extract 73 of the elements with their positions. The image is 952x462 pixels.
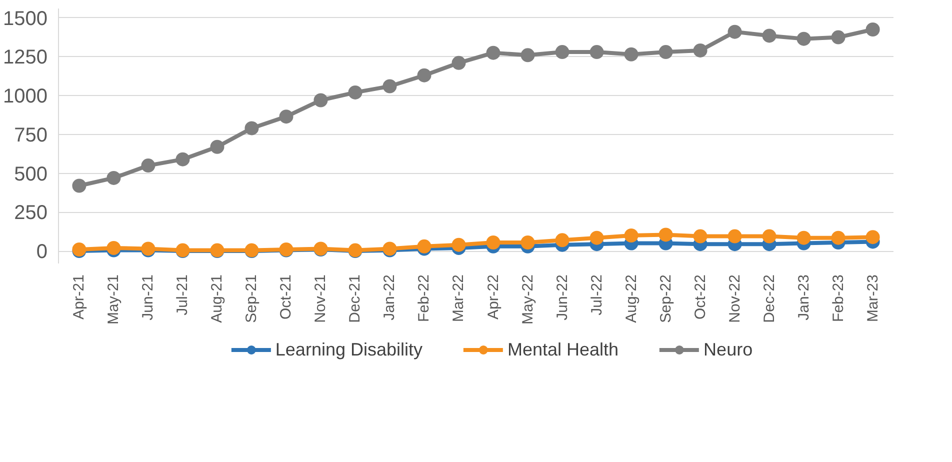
point — [796, 230, 811, 245]
x-tick-label: Dec-21 — [346, 274, 364, 323]
x-tick-label: Oct-21 — [278, 274, 295, 320]
x-tick-label: Apr-22 — [484, 274, 502, 320]
point — [624, 47, 638, 62]
point — [555, 45, 570, 60]
y-tick-label: 500 — [14, 163, 48, 186]
x-tick-label: Jun-22 — [554, 274, 571, 320]
point — [762, 28, 776, 43]
point — [658, 228, 673, 242]
point — [728, 24, 742, 39]
point — [486, 46, 500, 60]
point — [279, 110, 294, 124]
point — [693, 43, 708, 58]
x-tick-label: Nov-22 — [726, 274, 744, 323]
point — [106, 170, 121, 185]
x-tick-label: Nov-21 — [312, 274, 330, 323]
x-tick-label: Mar-23 — [864, 274, 882, 322]
point — [831, 30, 846, 44]
point — [762, 229, 776, 244]
x-tick-label: Dec-22 — [760, 274, 778, 323]
point — [831, 230, 846, 245]
point — [141, 158, 156, 173]
point — [417, 239, 432, 254]
x-tick-label: Sep-21 — [243, 274, 260, 323]
point — [452, 238, 466, 252]
y-tick-label: 750 — [14, 124, 48, 146]
point — [866, 22, 880, 36]
x-tick-label: Aug-22 — [622, 274, 640, 323]
y-tick-label: 1500 — [3, 8, 48, 30]
point — [866, 230, 880, 244]
point — [348, 85, 362, 100]
y-tick-label: 250 — [14, 202, 48, 224]
point — [417, 68, 432, 82]
x-tick-label: May-21 — [105, 274, 122, 325]
y-tick-label: 1250 — [3, 46, 48, 69]
point — [693, 229, 708, 244]
x-tick-label: May-22 — [519, 274, 536, 325]
point — [658, 45, 673, 60]
x-tick-label: Mar-22 — [450, 274, 468, 322]
y-tick-label: 1000 — [3, 86, 48, 108]
x-tick-label: Jul-21 — [174, 274, 192, 316]
point — [796, 32, 811, 46]
x-tick-label: Oct-22 — [692, 274, 709, 320]
legend-label: Neuro — [704, 339, 753, 360]
point — [520, 48, 535, 62]
legend-label: Mental Health — [507, 339, 619, 360]
point — [590, 45, 604, 60]
point — [486, 236, 500, 250]
y-tick-label: 0 — [36, 241, 48, 264]
point — [452, 56, 466, 70]
point — [520, 236, 535, 250]
point — [176, 152, 190, 166]
point — [590, 230, 604, 245]
point — [728, 229, 742, 244]
point — [624, 228, 638, 242]
point — [106, 240, 121, 255]
x-tick-label: Sep-22 — [657, 274, 674, 323]
point — [314, 93, 328, 108]
x-tick-label: Aug-21 — [208, 274, 226, 323]
point — [72, 178, 86, 193]
point — [555, 233, 570, 248]
x-tick-label: Feb-22 — [416, 274, 433, 322]
point — [244, 121, 259, 136]
legend-label: Learning Disability — [275, 339, 422, 360]
point — [210, 140, 224, 154]
x-tick-label: Jul-22 — [588, 274, 606, 316]
x-tick-label: Jan-23 — [795, 274, 812, 320]
x-tick-label: Feb-23 — [830, 274, 847, 322]
point — [382, 79, 397, 94]
x-tick-label: Jun-21 — [140, 274, 157, 320]
x-tick-label: Jan-22 — [381, 274, 398, 320]
x-tick-label: Apr-21 — [70, 274, 88, 320]
